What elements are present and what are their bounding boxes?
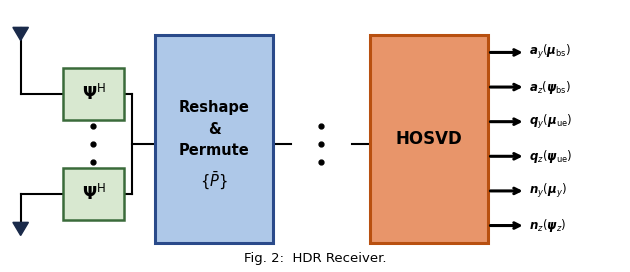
Text: &: & — [208, 122, 220, 137]
Text: Reshape: Reshape — [179, 100, 249, 115]
Text: $\mathbf{\Psi}^{\mathrm{H}}$: $\mathbf{\Psi}^{\mathrm{H}}$ — [81, 84, 105, 104]
FancyBboxPatch shape — [62, 168, 124, 220]
Text: $\boldsymbol{n}_y(\boldsymbol{\mu}_y)$: $\boldsymbol{n}_y(\boldsymbol{\mu}_y)$ — [529, 182, 566, 200]
FancyBboxPatch shape — [156, 35, 273, 243]
Text: Permute: Permute — [179, 143, 249, 158]
FancyBboxPatch shape — [370, 35, 488, 243]
Text: $\boldsymbol{q}_z(\boldsymbol{\psi}_{\mathrm{ue}})$: $\boldsymbol{q}_z(\boldsymbol{\psi}_{\ma… — [529, 148, 572, 165]
Polygon shape — [13, 222, 28, 236]
Text: $\mathbf{\Psi}^{\mathrm{H}}$: $\mathbf{\Psi}^{\mathrm{H}}$ — [81, 184, 105, 204]
Text: $\boldsymbol{n}_z(\boldsymbol{\psi}_z)$: $\boldsymbol{n}_z(\boldsymbol{\psi}_z)$ — [529, 217, 566, 234]
Text: $\boldsymbol{q}_y(\boldsymbol{\mu}_{\mathrm{ue}})$: $\boldsymbol{q}_y(\boldsymbol{\mu}_{\mat… — [529, 113, 572, 131]
Text: HOSVD: HOSVD — [396, 130, 462, 148]
Text: $\{\bar{P}\}$: $\{\bar{P}\}$ — [200, 170, 228, 191]
Text: $\boldsymbol{a}_y(\boldsymbol{\mu}_{\mathrm{bs}})$: $\boldsymbol{a}_y(\boldsymbol{\mu}_{\mat… — [529, 44, 571, 61]
Polygon shape — [13, 27, 28, 41]
Text: Fig. 2:  HDR Receiver.: Fig. 2: HDR Receiver. — [244, 252, 386, 265]
FancyBboxPatch shape — [62, 68, 124, 120]
Text: $\boldsymbol{a}_z(\boldsymbol{\psi}_{\mathrm{bs}})$: $\boldsymbol{a}_z(\boldsymbol{\psi}_{\ma… — [529, 79, 571, 95]
